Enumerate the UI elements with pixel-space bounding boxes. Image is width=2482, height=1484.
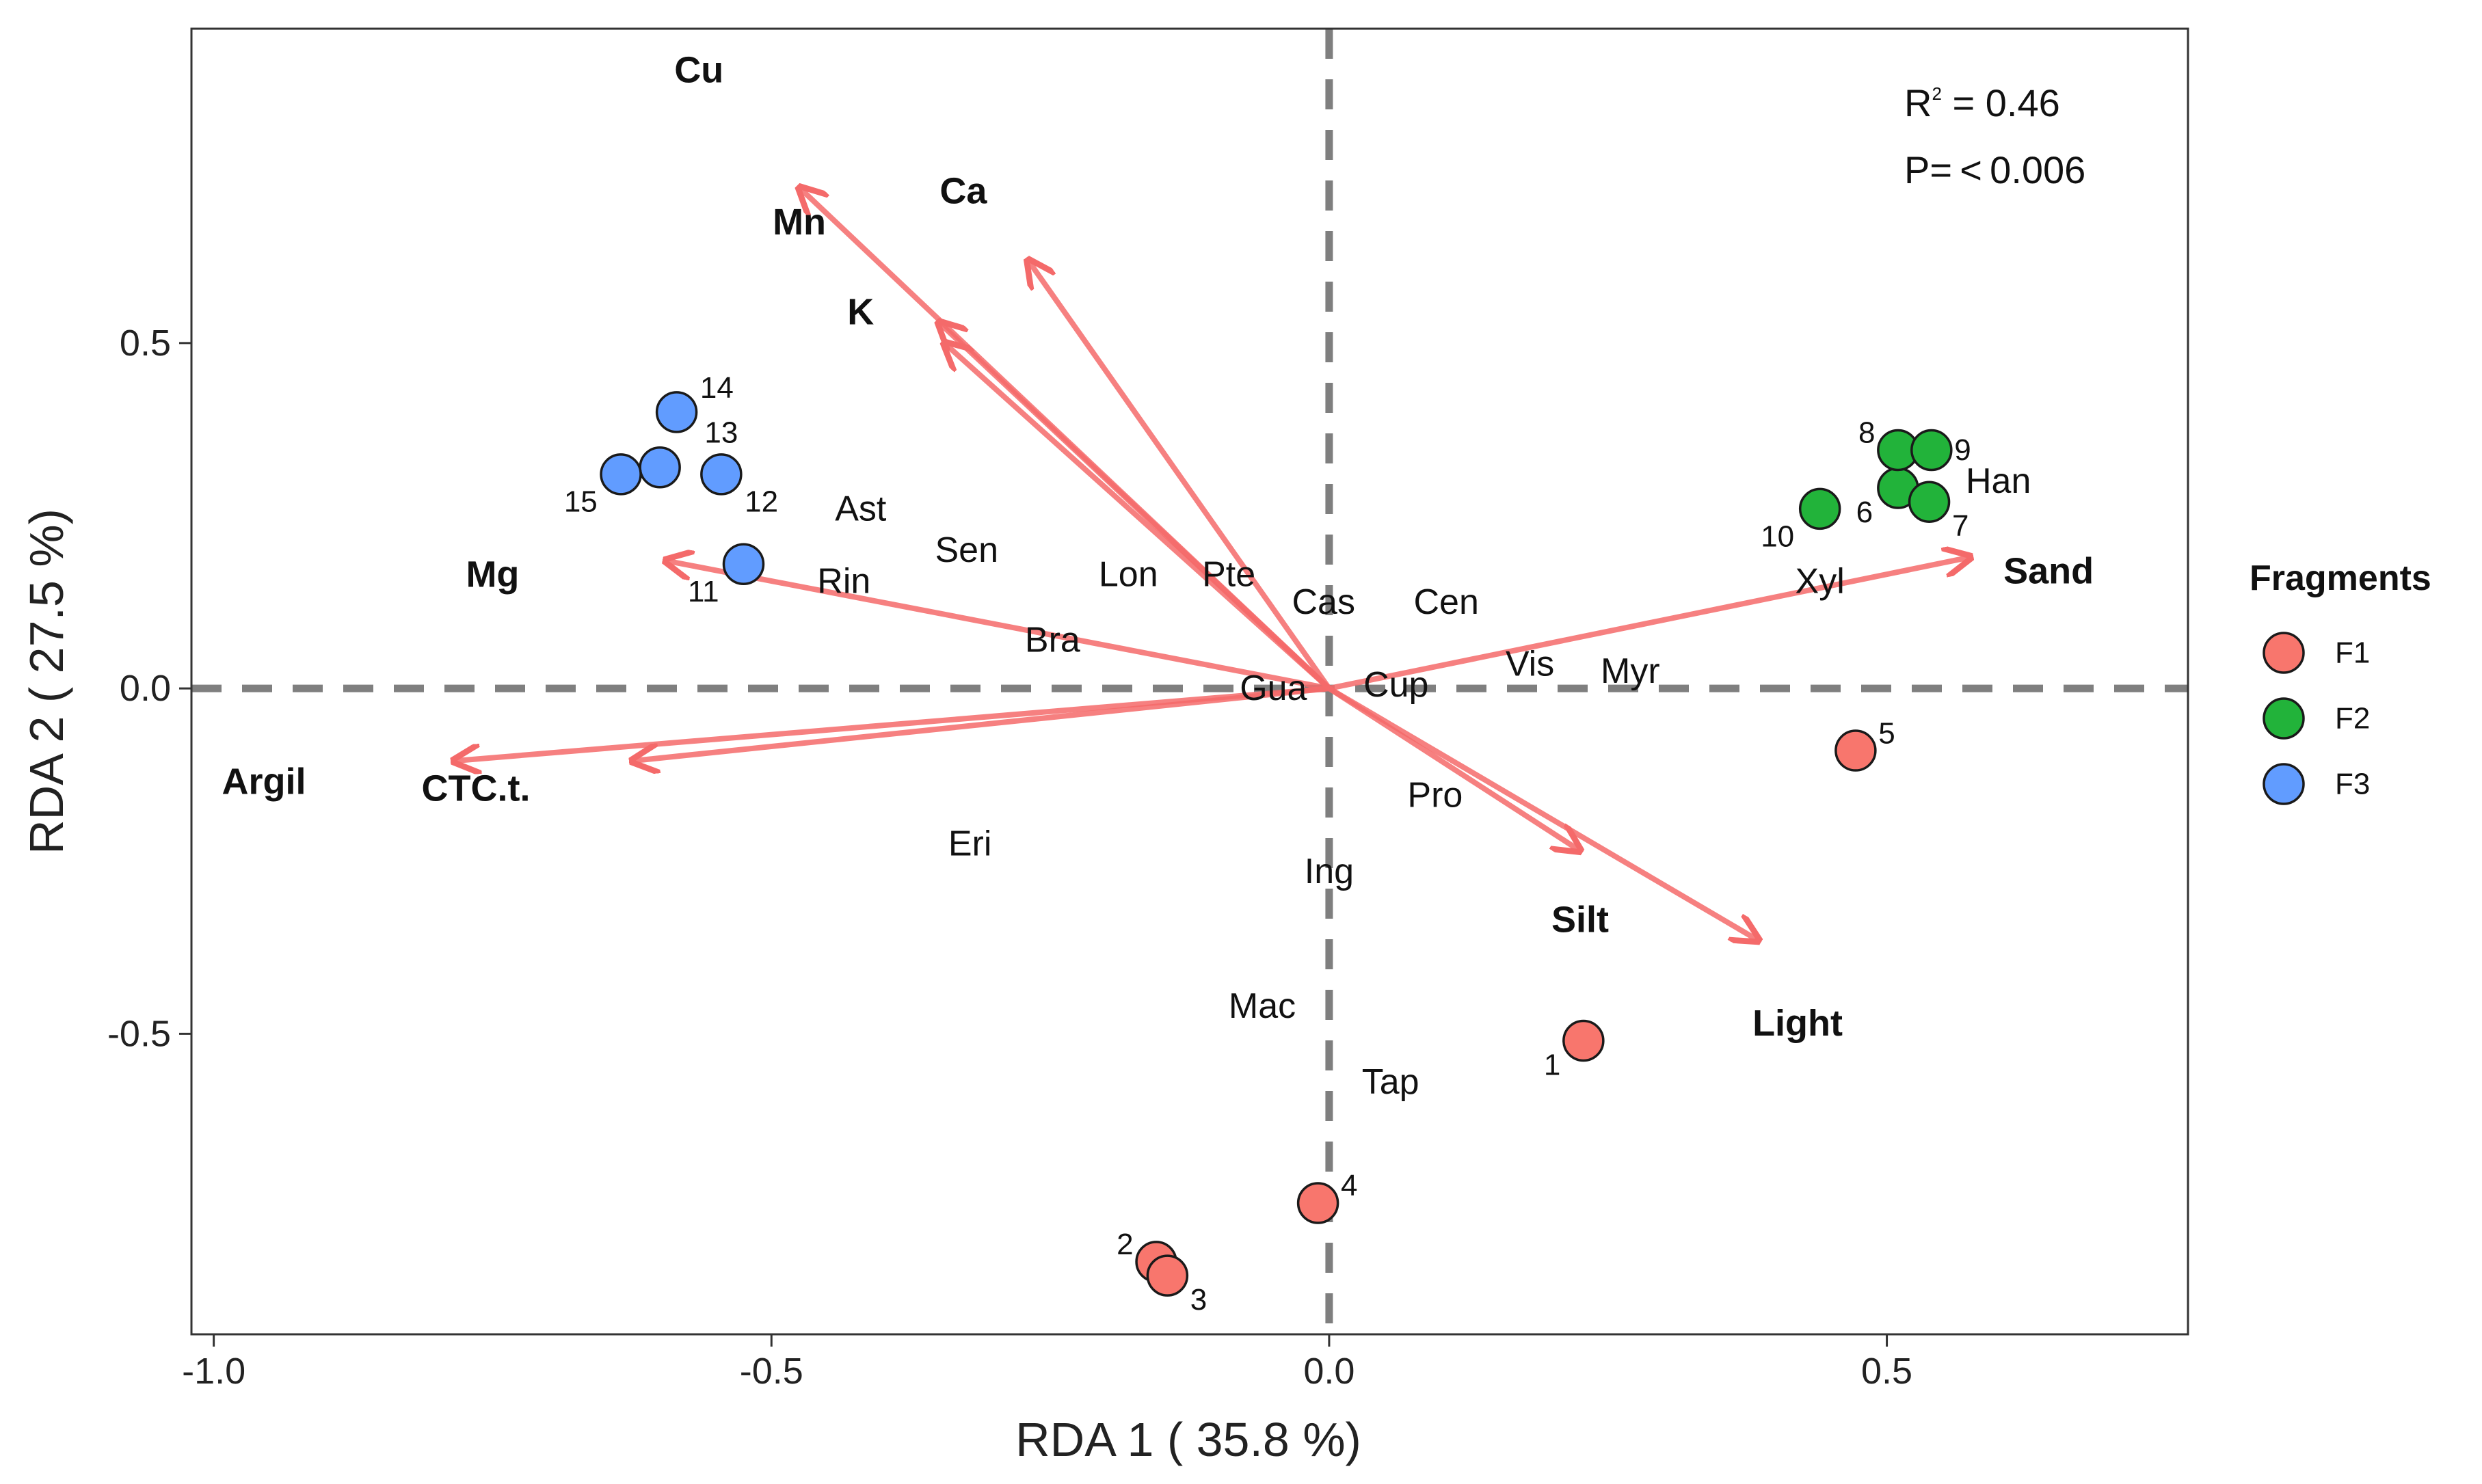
site-point-5 <box>1834 729 1877 772</box>
x-axis-ticks: -1.0 -0.5 0.0 0.5 <box>182 1334 1912 1392</box>
legend: Fragments F1 F2 F3 <box>2250 558 2431 805</box>
legend-key-f2 <box>2263 697 2305 740</box>
reference-lines <box>191 29 2188 1334</box>
y-axis-title: RDA 2 ( 27.5 %) <box>20 509 73 854</box>
env-label-silt: Silt <box>1551 900 1609 941</box>
environmental-arrows <box>453 187 1971 941</box>
species-label-pro: Pro <box>1407 776 1463 815</box>
site-point-14 <box>655 391 698 433</box>
p-value-annotation: P= < 0.006 <box>1904 148 2085 191</box>
env-label-ca: Ca <box>939 170 987 211</box>
species-label-myr: Myr <box>1601 651 1660 691</box>
x-tick-label: 0.5 <box>1861 1351 1912 1392</box>
site-label-7: 7 <box>1952 509 1969 543</box>
y-tick-label: 0.0 <box>120 668 171 709</box>
site-label-14: 14 <box>700 371 734 405</box>
panel-background <box>191 29 2188 1334</box>
x-tick-label: -0.5 <box>740 1351 803 1392</box>
x-tick-label: 0.0 <box>1303 1351 1355 1392</box>
r2-prefix: R <box>1904 81 1932 124</box>
env-label-mg: Mg <box>466 554 519 595</box>
species-label-sen: Sen <box>935 530 998 570</box>
legend-title: Fragments <box>2250 558 2431 598</box>
site-label-10: 10 <box>1761 520 1794 553</box>
env-arrow-ctct <box>632 686 1330 761</box>
species-labels: Ast Sen Lon Pte Rin Cas Cen Bra Vis Myr Gua Cup Pro E… <box>817 461 2031 1102</box>
species-label-han: Han <box>1966 461 2031 501</box>
site-label-4: 4 <box>1341 1169 1357 1202</box>
y-axis-ticks: -0.5 0.0 0.5 <box>107 323 191 1054</box>
site-point-12 <box>700 453 743 496</box>
legend-label-f2: F2 <box>2335 702 2370 736</box>
site-point-9 <box>1910 429 1953 472</box>
site-point-10 <box>1798 487 1841 530</box>
env-arrow-light <box>1327 686 1759 941</box>
legend-key-f1 <box>2263 632 2305 674</box>
env-label-light: Light <box>1752 1003 1843 1044</box>
species-label-ast: Ast <box>835 489 887 528</box>
env-arrow-mg <box>665 561 1330 692</box>
panel-border <box>190 27 2189 1336</box>
site-label-5: 5 <box>1878 716 1895 750</box>
site-point-7 <box>1908 481 1951 523</box>
site-point-1 <box>1562 1019 1605 1062</box>
site-point-3 <box>1146 1254 1189 1297</box>
site-label-8: 8 <box>1858 416 1875 450</box>
site-label-15: 15 <box>564 485 598 519</box>
species-label-mac: Mac <box>1229 986 1296 1026</box>
env-label-k: K <box>847 291 874 332</box>
env-arrow-ca <box>1028 260 1332 690</box>
species-label-lon: Lon <box>1099 554 1158 594</box>
x-axis-title: RDA 1 ( 35.8 %) <box>1015 1413 1361 1466</box>
site-label-1: 1 <box>1544 1048 1560 1081</box>
env-label-ctct: CTC.t. <box>421 768 530 809</box>
site-label-6: 6 <box>1856 496 1873 529</box>
env-label-cu: Cu <box>674 50 723 91</box>
site-label-9: 9 <box>1954 433 1971 467</box>
species-label-gua: Gua <box>1240 669 1307 708</box>
species-label-cup: Cup <box>1363 665 1428 705</box>
env-label-argil: Argil <box>222 761 306 802</box>
x-tick-label: -1.0 <box>182 1351 245 1392</box>
species-label-cen: Cen <box>1413 582 1478 622</box>
env-arrow-argil <box>453 686 1330 761</box>
species-label-rin: Rin <box>817 561 870 601</box>
species-label-ing: Ing <box>1305 852 1354 891</box>
species-label-bra: Bra <box>1025 620 1080 660</box>
site-point-4 <box>1296 1182 1339 1224</box>
legend-key-f3 <box>2263 763 2305 805</box>
site-label-11: 11 <box>688 575 719 608</box>
env-arrow-k <box>944 343 1331 691</box>
site-label-13: 13 <box>704 416 738 450</box>
legend-label-f1: F1 <box>2335 636 2370 670</box>
r-squared-annotation: R2 = 0.46 <box>1904 81 2060 124</box>
species-label-pte: Pte <box>1202 554 1255 594</box>
species-label-xyl: Xyl <box>1796 561 1845 601</box>
r2-value: = 0.46 <box>1942 81 2060 124</box>
env-arrow-sand <box>1329 557 1971 692</box>
site-label-3: 3 <box>1190 1283 1207 1317</box>
site-label-2: 2 <box>1117 1228 1133 1261</box>
site-point-13 <box>639 446 681 489</box>
y-tick-label: 0.5 <box>120 323 171 364</box>
species-label-tap: Tap <box>1362 1062 1419 1102</box>
species-label-cas: Cas <box>1292 582 1355 622</box>
y-tick-label: -0.5 <box>107 1013 171 1054</box>
site-point-15 <box>600 453 642 496</box>
species-label-vis: Vis <box>1506 645 1554 684</box>
env-label-mn: Mn <box>773 202 826 243</box>
species-label-eri: Eri <box>948 824 992 863</box>
environmental-labels: Cu Ca Mn K Mg Argil CTC.t. Sand Silt Light <box>222 50 2094 1044</box>
r2-superscript: 2 <box>1932 83 1941 104</box>
legend-label-f3: F3 <box>2335 768 2370 801</box>
site-label-12: 12 <box>745 485 778 519</box>
legend-entries: F1 F2 F3 <box>2263 632 2370 805</box>
env-label-sand: Sand <box>2003 550 2094 591</box>
site-point-11 <box>722 543 765 585</box>
